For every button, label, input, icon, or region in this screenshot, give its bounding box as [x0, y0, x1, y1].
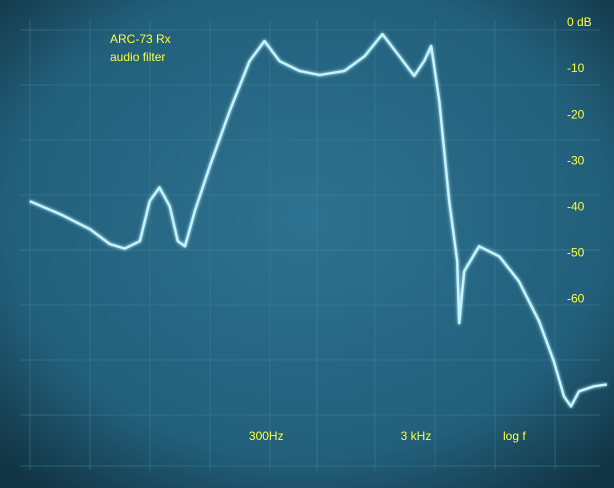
- page: ARC-73 Rx audio filter log f 0 dB -10 -20 -…: [0, 0, 614, 488]
- y-tick-label: -40: [567, 199, 585, 213]
- y-tick-label: -50: [567, 245, 585, 259]
- x-tick-label: 3 kHz: [401, 429, 432, 443]
- y-tick-label: -20: [567, 107, 585, 121]
- y-tick-label: -30: [567, 153, 585, 167]
- chart: ARC-73 Rx audio filter log f 0 dB -10 -20 -…: [0, 0, 614, 488]
- y-tick-label: 0 dB: [567, 15, 592, 29]
- annotation: log f: [503, 429, 526, 443]
- title-line: audio filter: [110, 50, 165, 64]
- y-tick-label: -60: [567, 291, 585, 305]
- x-tick-label: 300Hz: [249, 429, 284, 443]
- title-line: ARC-73 Rx: [110, 32, 171, 46]
- y-tick-label: -10: [567, 61, 585, 75]
